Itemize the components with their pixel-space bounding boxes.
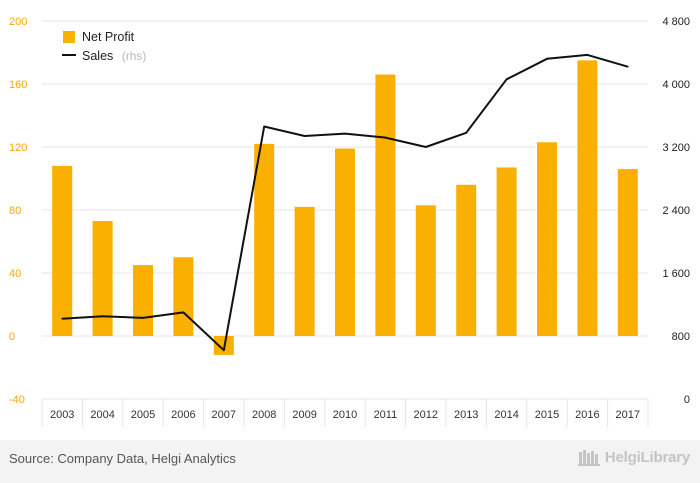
- x-tick-label: 2017: [616, 409, 640, 421]
- y-left-tick-label: 200: [9, 16, 27, 28]
- footer: Source: Company Data, Helgi Analytics He…: [0, 440, 700, 483]
- bar-2003: [52, 165, 73, 336]
- bar-2008: [254, 143, 275, 336]
- legend-swatch-net-profit: [63, 31, 75, 43]
- x-tick-label: 2008: [252, 409, 276, 421]
- sales-point-2017: [627, 65, 629, 68]
- bar-2013: [456, 184, 477, 336]
- sales-point-2010: [344, 132, 346, 135]
- sales-point-2005: [142, 317, 144, 319]
- sales-point-2006: [182, 311, 185, 314]
- bar-2014: [496, 167, 517, 336]
- x-tick-label: 2005: [131, 409, 155, 421]
- x-tick-label: 2006: [171, 409, 195, 421]
- y-left-tick-label: 0: [9, 331, 15, 343]
- legend-sales-suffix: (rhs): [122, 49, 147, 63]
- sales-point-2003: [61, 317, 63, 320]
- legend: Net Profit Sales (rhs): [62, 30, 146, 64]
- y-right-tick-label: 4 800: [662, 16, 690, 28]
- bar-2016: [577, 60, 598, 336]
- sales-point-2013: [465, 132, 468, 134]
- sales-point-2011: [384, 136, 387, 139]
- y-right-tick-label: 3 200: [662, 142, 690, 154]
- sales-line-layer: [61, 53, 629, 352]
- x-tick-label: 2010: [333, 409, 357, 421]
- y-right-tick-label: 800: [672, 331, 690, 343]
- y-right-tick-label: 0: [684, 394, 690, 406]
- y-axis-right: 0 800 1 600 2 400 3 200 4 000 4 800: [662, 16, 690, 406]
- y-right-tick-label: 4 000: [662, 79, 690, 91]
- bar-2012: [415, 205, 436, 336]
- helgi-library-logo: HelgiLibrary: [577, 448, 690, 466]
- bar-2011: [375, 74, 396, 337]
- y-right-tick-label: 2 400: [662, 205, 690, 217]
- net-profit-bars: [52, 60, 638, 355]
- sales-point-2014: [505, 78, 508, 81]
- legend-label-sales: Sales (rhs): [82, 47, 146, 64]
- legend-label-net-profit: Net Profit: [82, 30, 135, 44]
- sales-point-2012: [425, 146, 427, 148]
- bar-2005: [133, 265, 153, 336]
- y-left-tick-label: 80: [9, 205, 21, 217]
- x-tick-label: 2016: [575, 409, 599, 421]
- x-tick-label: 2004: [90, 409, 114, 421]
- x-tick-label: 2003: [50, 409, 74, 421]
- sales-point-2015: [546, 58, 548, 60]
- sales-point-2009: [303, 135, 306, 137]
- x-axis: 2003 2004 2005 2006 2007 2008 2009 2010 2011 2012…: [41, 399, 649, 427]
- logo-text: HelgiLibrary: [604, 448, 690, 466]
- y-left-tick-label: -40: [9, 394, 25, 406]
- x-tick-label: 2013: [454, 409, 478, 421]
- source-note: Source: Company Data, Helgi Analytics: [9, 451, 236, 466]
- bar-2010: [335, 148, 355, 336]
- y-left-tick-label: 160: [9, 79, 27, 91]
- y-right-tick-label: 1 600: [662, 268, 690, 280]
- bar-2009: [294, 206, 315, 336]
- legend-sales-name: Sales: [82, 49, 113, 63]
- y-axis-left: -40 0 40 80 120 160 200: [9, 16, 27, 406]
- y-left-tick-label: 40: [9, 268, 21, 280]
- bar-2006: [173, 257, 194, 336]
- x-tick-label: 2012: [414, 409, 438, 421]
- y-left-tick-label: 120: [9, 142, 27, 154]
- x-tick-label: 2009: [292, 409, 316, 421]
- bar-2015: [537, 142, 557, 336]
- x-tick-label: 2007: [212, 409, 236, 421]
- x-tick-label: 2015: [535, 409, 559, 421]
- x-tick-label: 2011: [374, 409, 398, 421]
- bar-2017: [617, 169, 638, 336]
- sales-point-2016: [586, 54, 589, 56]
- sales-point-2007: [223, 349, 225, 351]
- x-tick-label: 2014: [494, 409, 518, 421]
- sales-point-2008: [263, 125, 266, 128]
- bar-2004: [92, 221, 113, 336]
- library-icon: [577, 450, 600, 466]
- sales-point-2004: [101, 315, 104, 318]
